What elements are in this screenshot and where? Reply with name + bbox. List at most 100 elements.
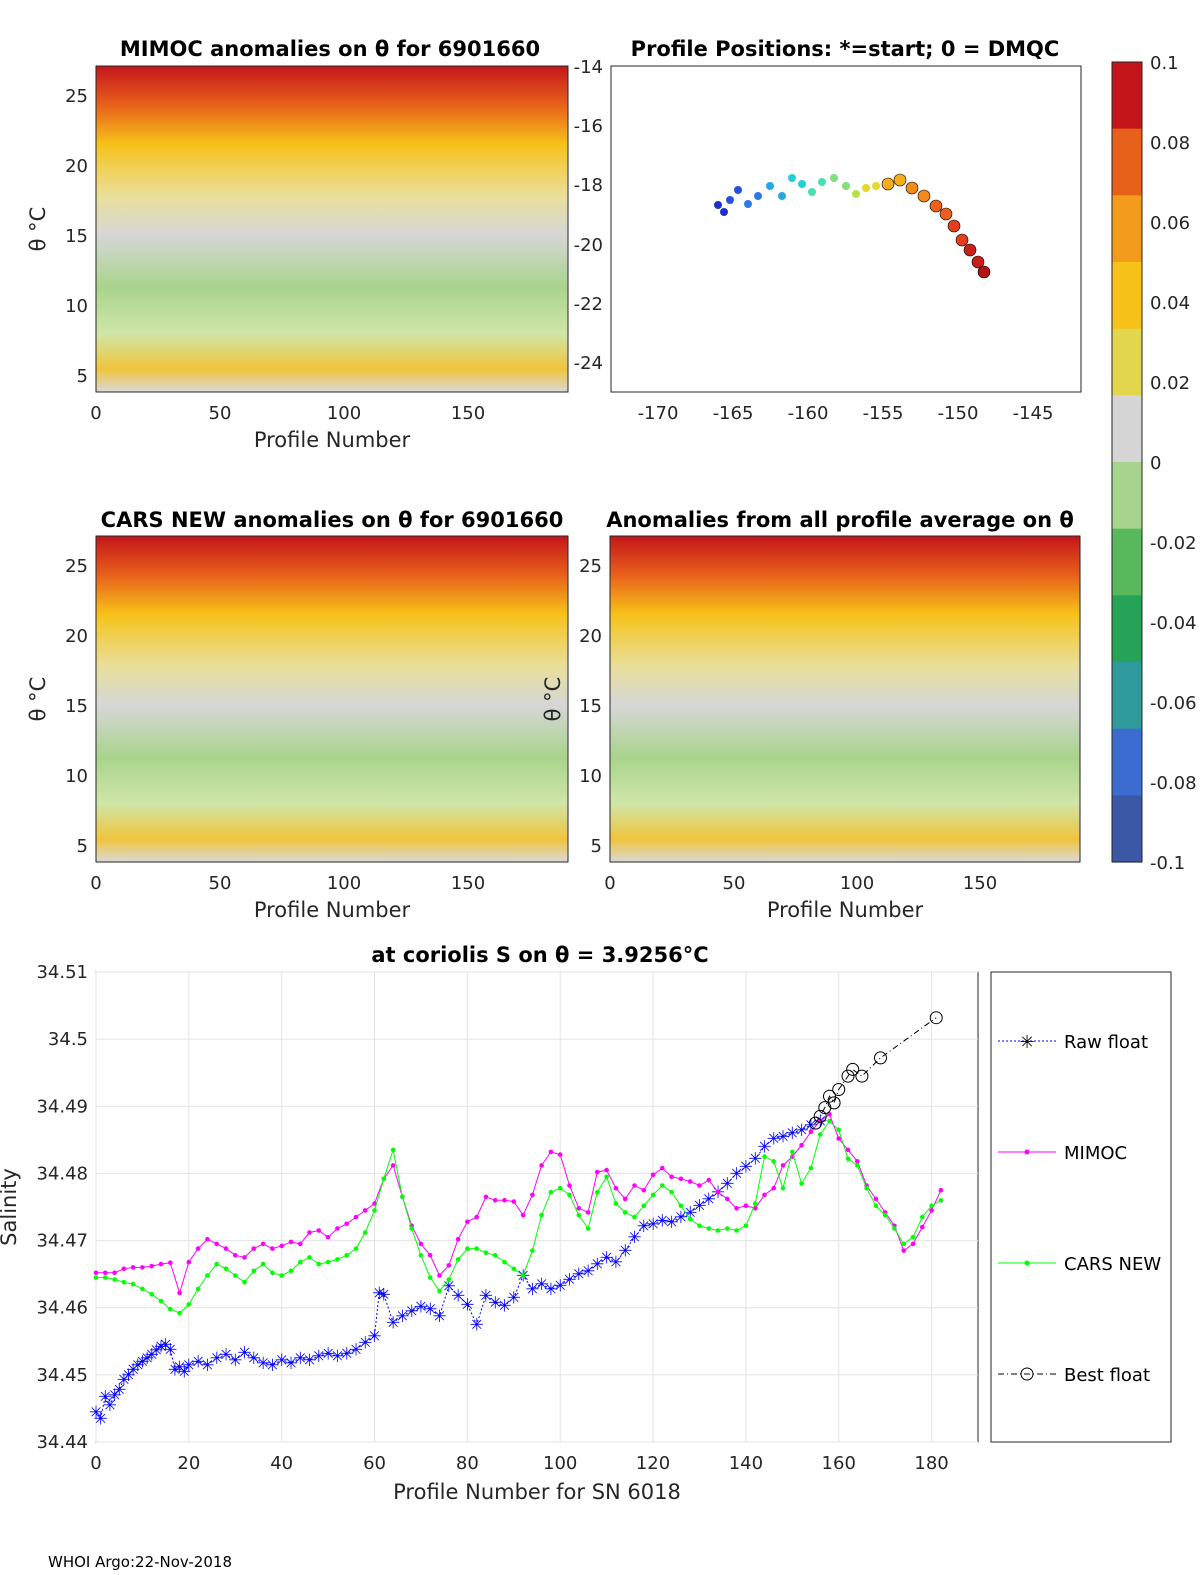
average-heatmap-axes [609,535,1081,863]
point-cars-new [697,1223,702,1229]
point-cars-new [827,1118,832,1124]
salinity-title: at coriolis S on θ = 3.9256°C [371,943,708,967]
point-cars-new [242,1279,247,1285]
salinity-ytick: 34.49 [36,1096,88,1117]
point-mimoc [140,1265,145,1270]
point-mimoc [288,1239,294,1245]
point-mimoc [929,1208,934,1213]
point-cars-new [362,1230,368,1235]
position-point [947,219,961,233]
positions-ytick: -18 [574,175,603,196]
point-raw-float: ✳ [367,1327,381,1347]
cars-ytick: 10 [65,766,88,787]
point-mimoc [121,1266,127,1272]
position-point [726,196,734,204]
point-raw-float: ✳ [488,1293,502,1313]
point-cars-new [567,1192,572,1198]
salinity-ytick: 34.48 [36,1163,88,1184]
salinity-xtick: 100 [543,1453,577,1474]
point-cars-new [418,1253,424,1258]
point-raw-float: ✳ [284,1354,298,1374]
point-cars-new [715,1228,721,1233]
salinity-xtick: 120 [636,1453,670,1474]
point-cars-new [474,1246,480,1251]
cars-xtick: 100 [327,873,361,894]
mimoc-ytick: 15 [65,226,88,247]
point-raw-float: ✳ [581,1262,595,1282]
position-point [881,177,895,191]
point-raw-float: ✳ [720,1175,734,1195]
point-mimoc [260,1241,266,1247]
point-cars-new [557,1185,563,1191]
point-raw-float: ✳ [107,1386,121,1406]
point-mimoc [622,1196,628,1202]
point-raw-float: ✳ [748,1150,762,1170]
positions-xtick: -165 [713,403,754,424]
point-mimoc [873,1196,879,1202]
average-xtick: 150 [963,873,997,894]
point-raw-float: ✳ [172,1358,186,1378]
point-mimoc [93,1270,99,1276]
point-mimoc [390,1163,396,1168]
point-cars-new [771,1159,776,1164]
point-cars-new [446,1277,452,1282]
point-cars-new [929,1203,934,1208]
point-cars-new [93,1275,99,1280]
point-raw-float: ✳ [525,1280,539,1300]
point-mimoc [678,1176,684,1182]
point-raw-float: ✳ [228,1351,242,1371]
position-point [971,255,985,269]
salinity-ytick: 34.51 [36,962,88,983]
point-cars-new [465,1246,470,1251]
colorbar-blocks [1112,62,1142,863]
point-mimoc [910,1241,916,1247]
point-raw-float: ✳ [405,1302,419,1322]
point-raw-float: ✳ [302,1351,316,1371]
point-cars-new [706,1226,712,1231]
point-raw-float: ✳ [265,1356,279,1376]
point-best-float [846,1062,860,1076]
colorbar-block [1112,128,1142,196]
point-cars-new [400,1194,405,1200]
position-point [734,186,742,194]
point-raw-float: ✳ [293,1349,307,1369]
point-mimoc [650,1172,656,1178]
point-cars-new [762,1154,767,1159]
point-raw-float: ✳ [739,1158,753,1178]
legend-marker-cars [1024,1260,1030,1266]
point-raw-float: ✳ [479,1287,493,1307]
mimoc-xlabel: Profile Number [254,428,411,452]
point-cars-new [845,1156,851,1161]
point-raw-float: ✳ [785,1124,799,1144]
point-cars-new [427,1275,433,1280]
point-cars-new [632,1214,637,1220]
point-mimoc [177,1290,182,1296]
point-mimoc [186,1259,192,1265]
average-xtick: 50 [723,873,746,894]
mimoc-ytick: 5 [77,366,88,387]
point-raw-float: ✳ [470,1316,484,1336]
position-point [977,265,991,279]
salinity-xtick: 60 [363,1453,386,1474]
point-cars-new [140,1286,145,1292]
point-cars-new [855,1163,860,1168]
positions-xtick: -160 [788,403,829,424]
point-cars-new [817,1132,823,1137]
colorbar-block [1112,328,1142,396]
point-cars-new [548,1189,554,1195]
salinity-xlabel: Profile Number for SN 6018 [393,1480,681,1504]
cars-ylabel: θ °C [26,677,50,722]
point-mimoc [539,1163,544,1168]
point-best-float [823,1089,836,1103]
point-raw-float: ✳ [386,1314,400,1334]
point-raw-float: ✳ [158,1336,172,1356]
point-mimoc [762,1192,767,1198]
point-cars-new [316,1261,322,1267]
position-point [862,184,870,192]
average-ytick: 20 [579,626,602,647]
positions-title: Profile Positions: *=start; 0 = DMQC [631,37,1060,61]
point-mimoc [427,1253,433,1258]
point-cars-new [298,1259,303,1265]
point-raw-float: ✳ [321,1344,335,1364]
point-mimoc [595,1169,600,1175]
